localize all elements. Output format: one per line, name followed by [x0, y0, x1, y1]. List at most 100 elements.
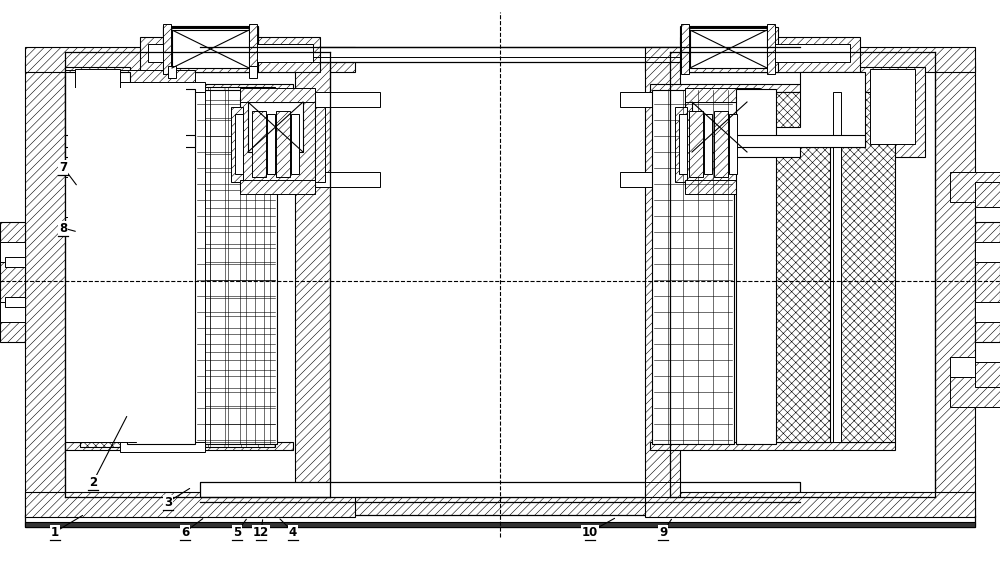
Bar	[681, 24, 689, 74]
Bar	[775, 92, 830, 442]
Bar	[0, 242, 25, 262]
Bar	[200, 47, 800, 62]
Bar	[276, 111, 290, 177]
Bar	[65, 84, 293, 92]
Bar	[685, 180, 760, 194]
Bar	[833, 92, 841, 442]
Bar	[240, 180, 315, 194]
Bar	[645, 62, 680, 497]
Text: 5: 5	[233, 526, 241, 539]
Bar	[685, 88, 760, 102]
Bar	[163, 27, 258, 72]
Bar	[200, 482, 800, 497]
Bar	[315, 92, 380, 107]
Polygon shape	[975, 222, 1000, 342]
Bar	[68, 88, 186, 442]
Bar	[689, 111, 703, 177]
Bar	[685, 97, 760, 187]
Bar	[168, 66, 176, 78]
Bar	[645, 492, 975, 517]
Bar	[950, 357, 975, 377]
Bar	[168, 28, 253, 40]
Bar	[675, 107, 687, 182]
Bar	[975, 362, 1000, 387]
Bar	[127, 89, 195, 444]
Bar	[25, 497, 975, 517]
Polygon shape	[65, 72, 195, 147]
Bar	[736, 89, 776, 444]
Text: 12: 12	[253, 526, 269, 539]
Bar	[140, 37, 320, 72]
Bar	[120, 82, 205, 92]
Bar	[252, 111, 266, 177]
Bar	[267, 114, 275, 174]
Text: 6: 6	[181, 526, 189, 539]
Bar	[870, 69, 915, 144]
Bar	[645, 47, 975, 72]
Text: 10: 10	[582, 526, 598, 539]
Bar	[704, 114, 712, 174]
Bar	[679, 114, 687, 174]
Bar	[240, 88, 315, 102]
Bar	[759, 107, 769, 182]
Text: 8: 8	[59, 222, 67, 235]
Bar	[120, 442, 205, 452]
Bar	[975, 182, 1000, 207]
Bar	[685, 28, 770, 40]
Text: 9: 9	[659, 526, 667, 539]
Bar	[70, 92, 125, 442]
Bar	[135, 92, 190, 442]
Bar	[735, 135, 865, 147]
Bar	[975, 242, 1000, 262]
Text: 1: 1	[51, 526, 59, 539]
Bar	[75, 69, 120, 144]
Bar	[148, 44, 313, 62]
Bar	[249, 24, 257, 74]
Bar	[25, 492, 355, 517]
Bar	[0, 302, 25, 322]
Bar	[25, 47, 355, 72]
Bar	[163, 26, 258, 44]
Bar	[315, 172, 380, 187]
Bar	[692, 102, 747, 152]
Bar	[767, 24, 775, 74]
Bar	[235, 114, 243, 174]
Bar	[840, 92, 895, 442]
Bar	[295, 62, 330, 497]
Bar	[25, 515, 975, 527]
Bar	[620, 172, 685, 187]
Bar	[25, 62, 65, 497]
Bar	[620, 92, 685, 107]
Bar	[685, 44, 850, 62]
Text: 2: 2	[89, 476, 97, 489]
Bar	[650, 84, 895, 92]
Bar	[680, 37, 860, 72]
Bar	[172, 30, 249, 68]
Bar	[248, 102, 303, 152]
Bar	[65, 147, 125, 182]
Bar	[860, 67, 925, 157]
Bar	[729, 114, 737, 174]
Bar	[735, 142, 800, 157]
Bar	[195, 90, 277, 444]
Bar	[650, 442, 895, 450]
Text: 7: 7	[59, 161, 67, 174]
Bar	[65, 135, 195, 147]
Bar	[205, 87, 275, 447]
Bar	[690, 30, 767, 68]
Bar	[5, 257, 25, 267]
Polygon shape	[0, 222, 25, 342]
Bar	[65, 70, 195, 135]
Bar	[291, 114, 299, 174]
Bar	[5, 297, 25, 307]
Bar	[975, 302, 1000, 322]
Text: 4: 4	[289, 526, 297, 539]
Polygon shape	[735, 72, 865, 147]
Bar	[714, 111, 728, 177]
Bar	[65, 177, 83, 217]
Bar	[681, 27, 778, 72]
Bar	[950, 172, 1000, 202]
Bar	[65, 67, 130, 157]
Bar	[249, 66, 257, 78]
Bar	[652, 90, 734, 444]
